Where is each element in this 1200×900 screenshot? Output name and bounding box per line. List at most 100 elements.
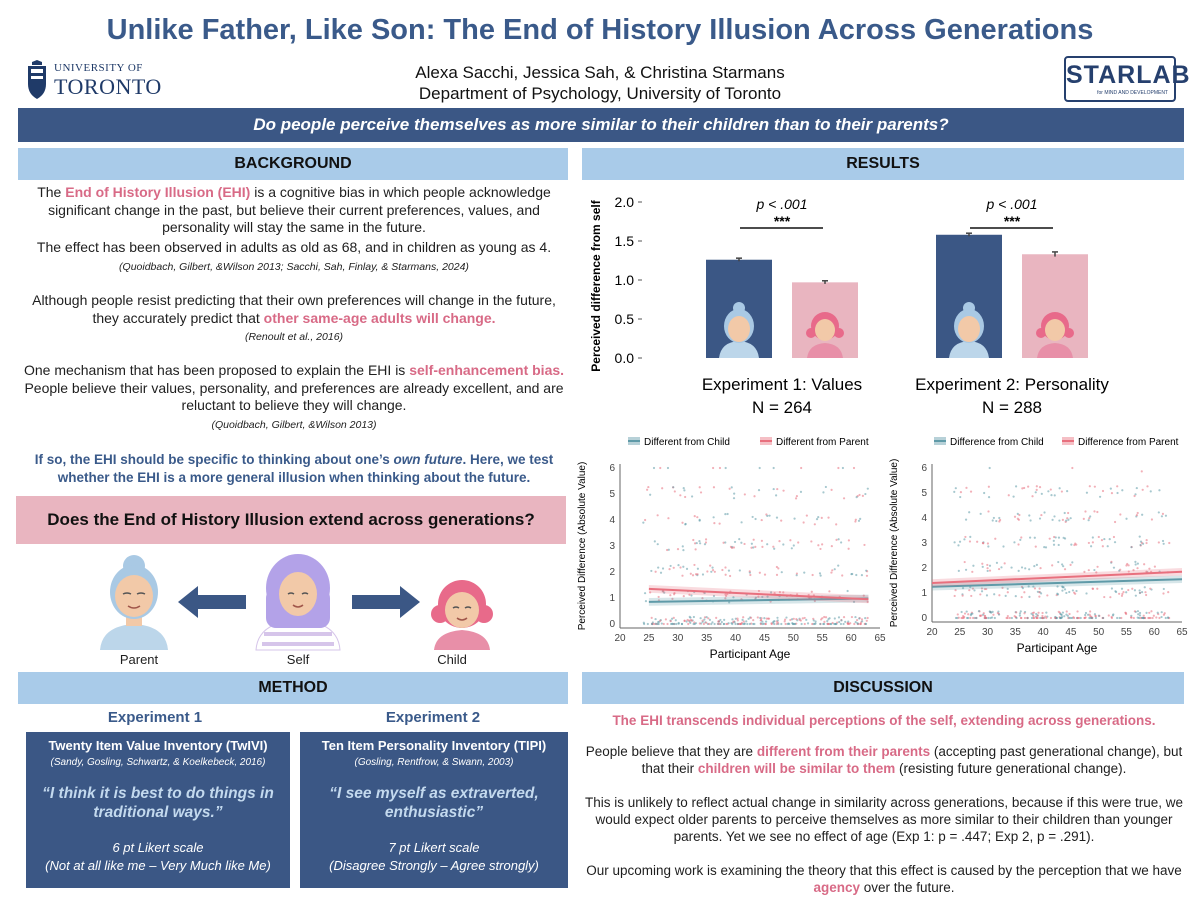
- bg-p5-post: . Here, we test whether the EHI is a mor…: [57, 452, 554, 485]
- scatter-points-2: [953, 466, 1171, 620]
- background-p3: Although people resist predicting that t…: [20, 292, 568, 347]
- bg-p1-post: is a cognitive bias in which people ackn…: [48, 184, 551, 235]
- exp1-scale: 6 pt Likert scale: [112, 840, 204, 855]
- self-illustration-icon: [255, 554, 341, 651]
- generations-illustration: [100, 554, 493, 651]
- exp1-title: Experiment 1: [107, 709, 203, 726]
- bar-chart: Perceived difference from self 0.0 0.5 1.0…: [589, 194, 1109, 417]
- x-tick-1-8: 60: [846, 633, 858, 644]
- x-tick-1-3: 35: [701, 633, 713, 644]
- trend-line-1-1: [648, 587, 869, 601]
- scatter-exp2: Difference from Child Difference from Par…: [889, 437, 1188, 655]
- legend-label-1-0: Different from Child: [644, 437, 730, 448]
- university-logo: UNIVERSITY OF TORONTO: [26, 60, 161, 102]
- x-tick-1-9: 65: [874, 633, 886, 644]
- bg-p2-cite: (Quoidbach, Gilbert, &Wilson 2013; Sacch…: [119, 260, 469, 273]
- exp2-scale: 7 pt Likert scale: [388, 840, 480, 855]
- x-tick-2-4: 40: [1038, 627, 1050, 638]
- exp1-stars: ***: [774, 213, 791, 229]
- exp1-box-title: Twenty Item Value Inventory (TwIVI): [48, 738, 268, 753]
- x-tick-2-5: 45: [1065, 627, 1077, 638]
- x-axis-label-1: Participant Age: [710, 647, 791, 661]
- parent-avatar-icon: [949, 302, 989, 358]
- disc-p3-pre: Our upcoming work is examining the theor…: [586, 863, 1182, 878]
- discussion-p2: This is unlikely to reflect actual chang…: [584, 795, 1184, 844]
- child-label: Child: [437, 652, 467, 667]
- y-tick-2-0: 0: [921, 613, 927, 624]
- x-tick-2-2: 30: [982, 627, 994, 638]
- disc-p3-post: over the future.: [859, 880, 955, 895]
- bg-p3-cite: (Renoult et al., 2016): [244, 331, 344, 343]
- legend-label-2-0: Difference from Child: [950, 437, 1044, 448]
- y-tick-1-6: 6: [609, 463, 615, 474]
- uoft-top-text: UNIVERSITY OF: [54, 62, 143, 74]
- y-tick-1-1: 1: [609, 593, 615, 604]
- bg-p2-text: The effect has been observed in adults a…: [36, 239, 552, 255]
- exp1-quote: “I think it is best to do things in trad…: [42, 785, 274, 821]
- exp1-n: N = 264: [752, 398, 812, 417]
- bar-y-tick-0: 0.0: [615, 350, 635, 366]
- discussion-p3: Our upcoming work is examining the theor…: [584, 862, 1184, 896]
- x-tick-2-7: 55: [1121, 627, 1133, 638]
- extend-question: Does the End of History Illusion extend …: [16, 496, 566, 544]
- y-tick-2-2: 2: [921, 563, 927, 574]
- bar-y-ticks: 0.0 0.5 1.0 1.5 2.0: [615, 194, 642, 366]
- discussion-p1: People believe that they are different f…: [584, 743, 1184, 777]
- parent-avatar-icon: [719, 302, 759, 358]
- trend-line-2-1: [931, 570, 1183, 584]
- disc-p1-mid: (accepting past generational change), bu…: [641, 744, 1183, 776]
- y-tick-1-2: 2: [609, 567, 615, 578]
- x-tick-2-6: 50: [1093, 627, 1105, 638]
- y-tick-1-5: 5: [609, 489, 615, 500]
- y-tick-1-4: 4: [609, 515, 615, 526]
- bg-p1-highlight: End of History Illusion (EHI): [65, 184, 251, 200]
- legend-label-1-1: Different from Parent: [776, 437, 869, 448]
- disc-p1-pre: People believe that they are: [585, 744, 757, 759]
- x-tick-2-1: 25: [954, 627, 966, 638]
- y-tick-1-3: 3: [609, 541, 615, 552]
- parent-label: Parent: [119, 652, 159, 667]
- bar-y-axis-label: Perceived difference from self: [589, 199, 603, 371]
- disc-p1-h1: different from their parents: [756, 744, 931, 759]
- y-tick-1-0: 0: [609, 619, 615, 630]
- bar-bars: [706, 232, 1088, 358]
- bg-p4-pre: One mechanism that has been proposed to …: [23, 362, 410, 378]
- exp2-p-value: p < .001: [986, 196, 1038, 212]
- x-tick-1-0: 20: [614, 633, 626, 644]
- x-tick-1-2: 30: [672, 633, 684, 644]
- bar-y-tick-4: 2.0: [615, 194, 635, 210]
- disc-p1-h2: children will be similar to them: [697, 761, 896, 776]
- author-block: Alexa Sacchi, Jessica Sah, & Christina S…: [0, 62, 1200, 104]
- exp2-anchors: (Disagree Strongly – Agree strongly): [329, 858, 539, 873]
- disc-p3-highlight: agency: [813, 880, 860, 895]
- uoft-bottom-text: TORONTO: [54, 74, 162, 99]
- x-tick-2-0: 20: [926, 627, 938, 638]
- exp1-p-value: p < .001: [756, 196, 808, 212]
- child-avatar-icon: [806, 312, 844, 358]
- y-axis-label-1: Perceived Difference (Absolute Value): [577, 462, 588, 631]
- exp1-citation: (Sandy, Gosling, Schwartz, & Koelkebeck,…: [50, 757, 266, 768]
- x-tick-1-1: 25: [643, 633, 655, 644]
- results-heading: RESULTS: [582, 148, 1184, 180]
- x-tick-2-8: 60: [1149, 627, 1161, 638]
- bg-p5-pre: If so, the EHI should be specific to thi…: [34, 452, 394, 467]
- exp1-bar-label: Experiment 1: Values: [702, 375, 862, 394]
- trend-line-1-0: [648, 597, 869, 603]
- bg-p3-highlight: other same-age adults will change.: [263, 309, 496, 326]
- starlab-logo: STARLAB for MIND AND DEVELOPMENT: [1064, 56, 1190, 102]
- exp2-n: N = 288: [982, 398, 1042, 417]
- background-p2: The effect has been observed in adults a…: [20, 239, 568, 276]
- x-axis-label-2: Participant Age: [1017, 641, 1098, 655]
- exp1-anchors: (Not at all like me – Very Much like Me): [45, 858, 271, 873]
- exp2-citation: (Gosling, Rentfrow, & Swann, 2003): [354, 757, 514, 768]
- exp2-bar-label: Experiment 2: Personality: [915, 375, 1109, 394]
- y-tick-2-6: 6: [921, 463, 927, 474]
- exp2-quote: “I see myself as extraverted, enthusiast…: [329, 785, 539, 821]
- y-tick-2-1: 1: [921, 588, 927, 599]
- significance-exp2: p < .001 ***: [970, 196, 1053, 229]
- bg-p4-cite: (Quoidbach, Gilbert, &Wilson 2013): [211, 418, 377, 431]
- exp2-stars: ***: [1004, 213, 1021, 229]
- legend-label-2-1: Difference from Parent: [1078, 437, 1179, 448]
- background-p1: The End of History Illusion (EHI) is a c…: [20, 184, 568, 237]
- exp2-box: Ten Item Personality Inventory (TIPI) (G…: [300, 732, 568, 888]
